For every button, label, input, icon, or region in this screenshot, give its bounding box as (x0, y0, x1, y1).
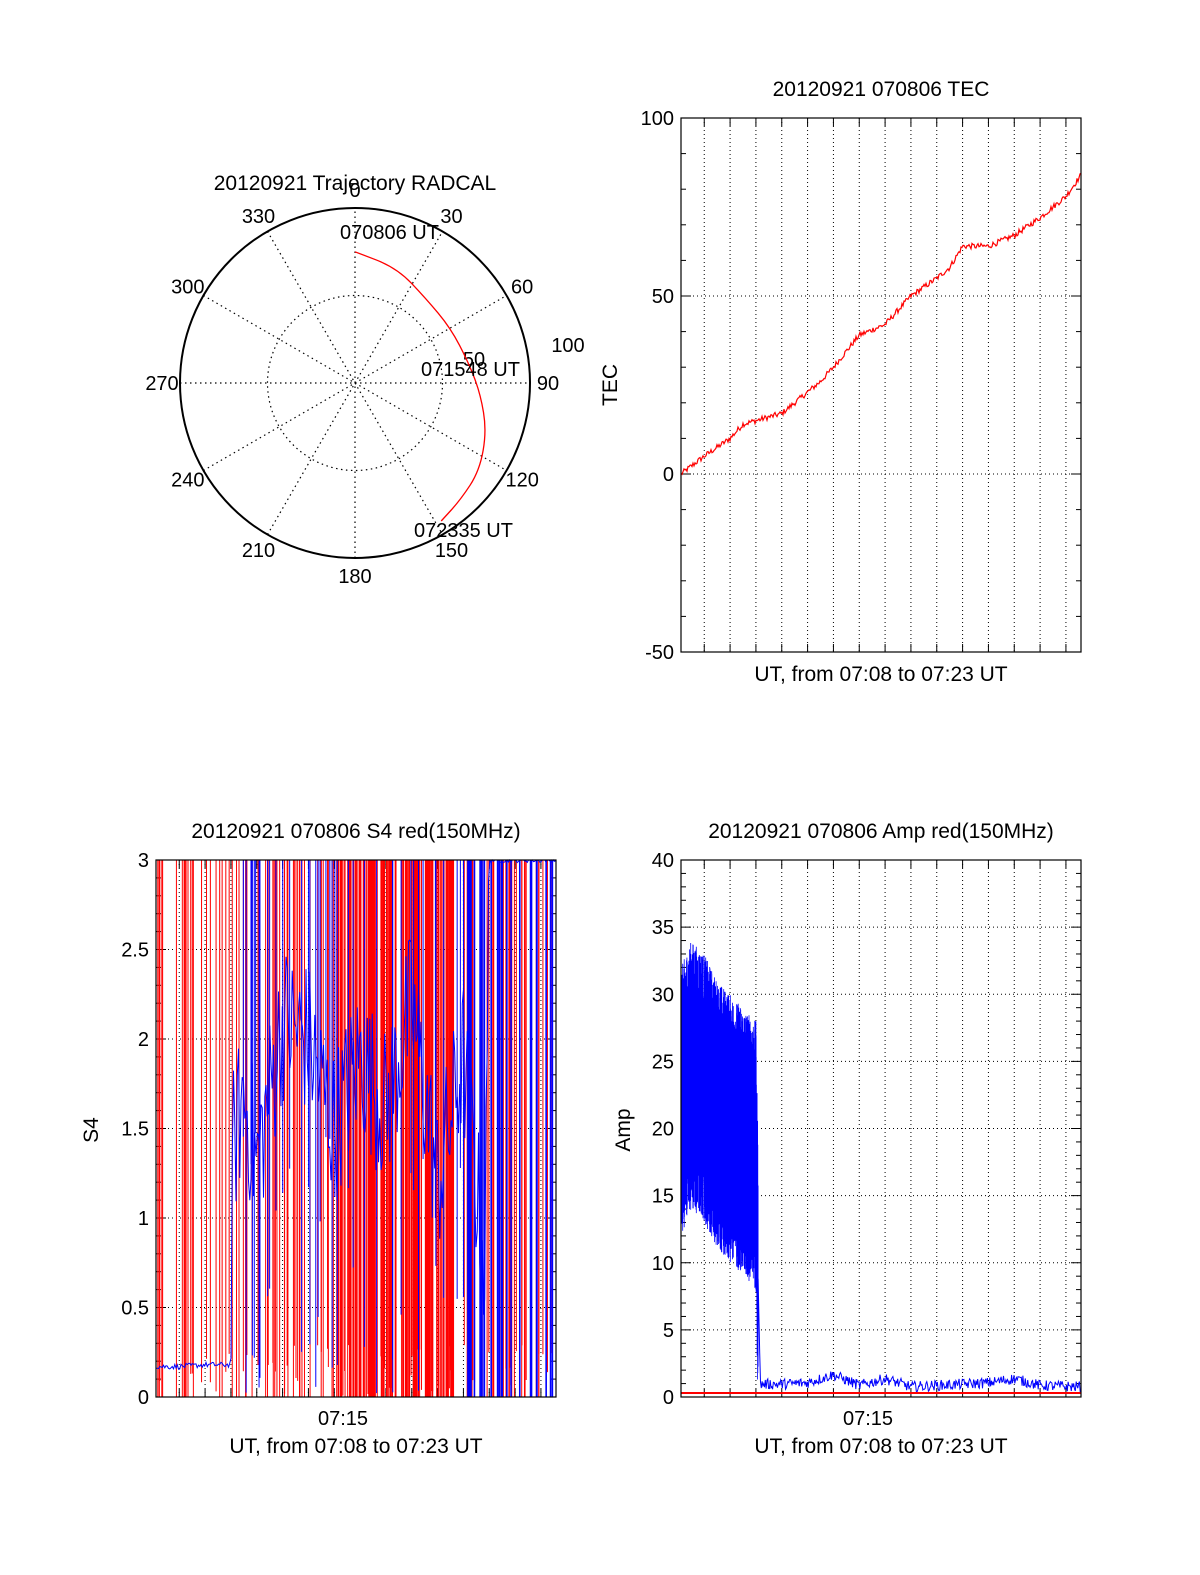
polar-angle-label: 180 (338, 566, 371, 588)
polar-title: 20120921 Trajectory RADCAL (214, 172, 497, 195)
polar-inner-circle (266, 294, 444, 472)
tec-ytick-label: -50 (645, 642, 674, 664)
amp-blue-noise-band (680, 943, 759, 1380)
polar-angle-label: 30 (440, 206, 462, 228)
amp-ytick-label: 15 (652, 1186, 674, 1208)
polar-radius-label-50: 50 (463, 349, 485, 371)
tec-plot-frame (680, 117, 1082, 653)
tec-xlabel: UT, from 07:08 to 07:23 UT (754, 663, 1007, 686)
amp-y-ticks: 0 5 10 15 20 25 30 35 40 (652, 850, 674, 1409)
amp-blue-series-line (757, 1278, 1082, 1393)
s4-xlabel: UT, from 07:08 to 07:23 UT (229, 1435, 482, 1458)
polar-annotation-mid: 071548 UT (421, 359, 520, 381)
s4-xtick-label-0715: 07:15 (318, 1408, 368, 1430)
tec-ylabel: TEC (599, 364, 622, 406)
amp-panel: 20120921 070806 Amp red(150MHz) 0 5 10 15 20… (612, 820, 1082, 1458)
polar-angle-label: 90 (537, 373, 559, 395)
polar-angle-labels: 0 30 60 90 120 150 180 210 240 270 300 330 (145, 180, 559, 588)
s4-ytick-label: 2.5 (121, 940, 149, 962)
amp-ytick-label: 25 (652, 1051, 674, 1073)
amp-xlabel: UT, from 07:08 to 07:23 UT (754, 1435, 1007, 1458)
amp-ytick-label: 20 (652, 1119, 674, 1141)
tec-title: 20120921 070806 TEC (773, 78, 990, 101)
polar-angle-label: 330 (242, 206, 275, 228)
s4-title: 20120921 070806 S4 red(150MHz) (191, 820, 520, 843)
tec-y-ticks: -50 0 50 100 (641, 108, 674, 664)
polar-angle-label: 270 (145, 373, 178, 395)
polar-grid (179, 207, 531, 559)
polar-spoke (266, 231, 444, 535)
s4-panel: 20120921 070806 S4 red(150MHz) 0 0.5 1 1.5 2… (80, 820, 557, 1458)
polar-angle-label: 120 (505, 470, 538, 492)
s4-plot-frame (155, 859, 557, 1398)
s4-blue-series-spikes (242, 860, 554, 1397)
s4-ytick-label: 3 (138, 850, 149, 872)
polar-radius-label-100: 100 (551, 335, 584, 357)
amp-ytick-label: 40 (652, 850, 674, 872)
polar-annotation-start: 070806 UT (340, 222, 439, 244)
tec-ytick-label: 50 (652, 286, 674, 308)
amp-ytick-label: 30 (652, 984, 674, 1006)
polar-angle-label: 60 (511, 277, 533, 299)
s4-ytick-label: 0.5 (121, 1298, 149, 1320)
s4-ytick-label: 0 (138, 1387, 149, 1409)
polar-trajectory-panel: 20120921 Trajectory RADCAL 0 30 60 90 120 150… (145, 172, 584, 588)
tec-ytick-label: 0 (663, 464, 674, 486)
polar-angle-label: 210 (242, 540, 275, 562)
amp-ytick-label: 5 (663, 1320, 674, 1342)
s4-ytick-label: 2 (138, 1029, 149, 1051)
tec-series-line (680, 172, 1082, 476)
amp-ytick-label: 0 (663, 1387, 674, 1409)
amp-xtick-label-0715: 07:15 (843, 1408, 893, 1430)
s4-ytick-label: 1 (138, 1208, 149, 1230)
amp-plot-frame (680, 859, 1082, 1398)
tec-ytick-label: 100 (641, 108, 674, 130)
polar-angle-label: 240 (171, 470, 204, 492)
polar-angle-label: 150 (435, 540, 468, 562)
amp-ytick-label: 10 (652, 1253, 674, 1275)
polar-angle-label: 0 (349, 180, 360, 202)
polar-track-line (354, 251, 486, 522)
polar-annotation-end: 072335 UT (414, 520, 513, 542)
amp-ytick-label: 35 (652, 917, 674, 939)
s4-ytick-label: 1.5 (121, 1119, 149, 1141)
amp-ylabel: Amp (612, 1108, 635, 1151)
tec-panel: 20120921 070806 TEC -50 0 50 100 TEC UT, fr… (599, 78, 1082, 686)
polar-angle-label: 300 (171, 277, 204, 299)
s4-ylabel: S4 (80, 1117, 103, 1143)
amp-title: 20120921 070806 Amp red(150MHz) (708, 820, 1054, 843)
s4-blue-series-line (156, 858, 557, 1371)
s4-y-ticks: 0 0.5 1 1.5 2 2.5 3 (121, 850, 149, 1409)
tec-grid (681, 117, 1081, 653)
